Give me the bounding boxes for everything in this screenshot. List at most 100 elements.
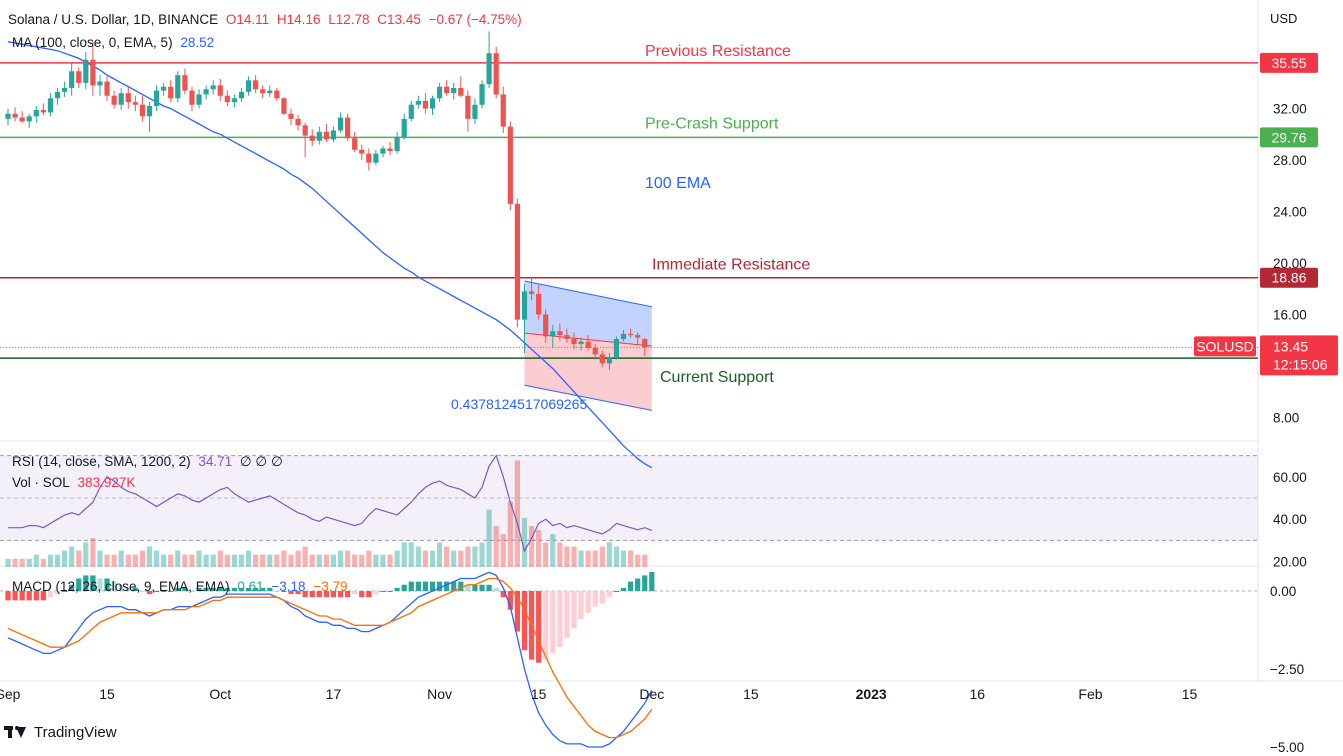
- macd-histogram-bar: [168, 591, 174, 592]
- time-tick-label: 17: [326, 686, 342, 702]
- candle-body: [274, 90, 280, 99]
- ma-label: MA (100, close, 0, EMA, 5): [12, 35, 173, 50]
- macd-histogram-bar: [33, 591, 39, 601]
- volume-bar: [302, 546, 308, 567]
- volume-bar: [203, 554, 209, 567]
- macd-histogram-bar: [231, 587, 237, 591]
- volume-bar: [217, 550, 223, 567]
- candle-body: [62, 88, 68, 92]
- volume-bar: [19, 558, 25, 567]
- volume-bar: [40, 558, 46, 567]
- volume-bar: [620, 550, 627, 567]
- macd-histogram-bar: [557, 591, 563, 648]
- candle-body: [281, 98, 287, 114]
- macd-histogram-bar: [366, 591, 372, 598]
- candle-body: [19, 117, 25, 122]
- macd-histogram-bar: [451, 581, 457, 591]
- symbol-tag: [1194, 336, 1256, 357]
- volume-bar: [337, 550, 344, 567]
- symbol-line: Solana / U.S. Dollar, 1D, BINANCE: [8, 12, 219, 27]
- volume-bar: [429, 550, 436, 567]
- volume-bar: [408, 542, 414, 567]
- volume-legend: Vol · SOL 383.927K: [12, 475, 139, 490]
- macd-histogram-bar: [281, 591, 287, 592]
- candle-body: [189, 90, 195, 105]
- volume-bar: [288, 554, 294, 567]
- macd-histogram-bar: [125, 587, 131, 591]
- candle-body: [479, 84, 485, 105]
- macd-histogram-bar: [380, 591, 386, 592]
- macd-histogram-bar: [620, 587, 627, 591]
- last-price-tag: [1260, 335, 1338, 376]
- volume-bar: [500, 534, 506, 567]
- rsi-extra: ∅ ∅ ∅: [239, 454, 283, 469]
- macd-histogram-bar: [295, 591, 301, 595]
- macd-histogram-bar: [111, 581, 117, 591]
- candle-body: [458, 88, 464, 96]
- candle-body: [153, 90, 160, 107]
- volume-bar: [479, 542, 485, 567]
- price-tick-label: 28.00: [1273, 153, 1307, 168]
- candle-body: [521, 291, 528, 320]
- ma-value: 28.52: [180, 35, 215, 50]
- macd-histogram-bar: [5, 591, 11, 601]
- candle-body: [436, 86, 443, 99]
- volume-bar: [33, 554, 39, 567]
- macd-histogram-bar: [521, 591, 528, 651]
- macd-histogram-bar: [543, 591, 549, 660]
- volume-bar: [62, 550, 68, 567]
- candle-body: [125, 93, 131, 103]
- candle-body: [217, 85, 223, 96]
- macd-histogram-bar: [472, 584, 478, 591]
- candle-body: [550, 331, 556, 337]
- volume-bar: [472, 546, 478, 567]
- candle-body: [429, 98, 436, 109]
- macd-v2: −3.18: [271, 579, 306, 594]
- volume-bar: [125, 554, 131, 567]
- volume-bar: [104, 554, 110, 567]
- candle-body: [83, 59, 89, 83]
- volume-bar: [606, 542, 612, 567]
- volume-bar: [465, 546, 471, 567]
- macd-histogram-bar: [97, 578, 103, 591]
- volume-bar: [394, 550, 400, 567]
- candle-body: [132, 102, 138, 105]
- candle-body: [451, 88, 457, 94]
- macd-histogram-bar: [345, 591, 351, 598]
- channel-annotation: 0.4378124517069265: [451, 396, 587, 412]
- candle-body: [557, 331, 563, 336]
- time-tick-label: Oct: [209, 686, 231, 702]
- volume-bar: [111, 554, 117, 567]
- candle-body: [337, 117, 344, 131]
- candle-body: [422, 100, 429, 109]
- candle-body: [628, 333, 634, 336]
- macd-histogram-bar: [132, 587, 138, 591]
- candle-body: [620, 333, 627, 339]
- macd-histogram-bar: [253, 587, 259, 591]
- volume-bar: [132, 554, 138, 567]
- volume-bar: [47, 554, 54, 567]
- macd-histogram-bar: [210, 587, 216, 591]
- macd-histogram-bar: [47, 591, 54, 598]
- candle-body: [54, 91, 61, 99]
- macd-histogram-bar: [153, 591, 160, 592]
- macd-histogram-bar: [500, 591, 506, 598]
- candle-body: [260, 89, 266, 94]
- macd-legend: MACD (12, 26, close, 9, EMA, EMA) 0.61 −…: [12, 579, 351, 594]
- candle-body: [146, 106, 153, 117]
- footer-brand[interactable]: TradingView: [4, 724, 117, 741]
- price-tick-label: 24.00: [1273, 205, 1307, 220]
- volume-bar: [182, 554, 188, 567]
- candle-body: [465, 95, 471, 119]
- macd-histogram-bar: [302, 591, 308, 598]
- time-tick-label: Nov: [427, 686, 452, 702]
- vol-value: 383.927K: [77, 475, 136, 490]
- macd-histogram-bar: [422, 581, 429, 591]
- macd-histogram-bar: [224, 587, 230, 591]
- volume-bar: [507, 501, 513, 567]
- macd-histogram-bar: [316, 591, 322, 598]
- candle-body: [578, 341, 584, 345]
- candle-body: [40, 109, 46, 113]
- macd-histogram-bar: [635, 578, 641, 591]
